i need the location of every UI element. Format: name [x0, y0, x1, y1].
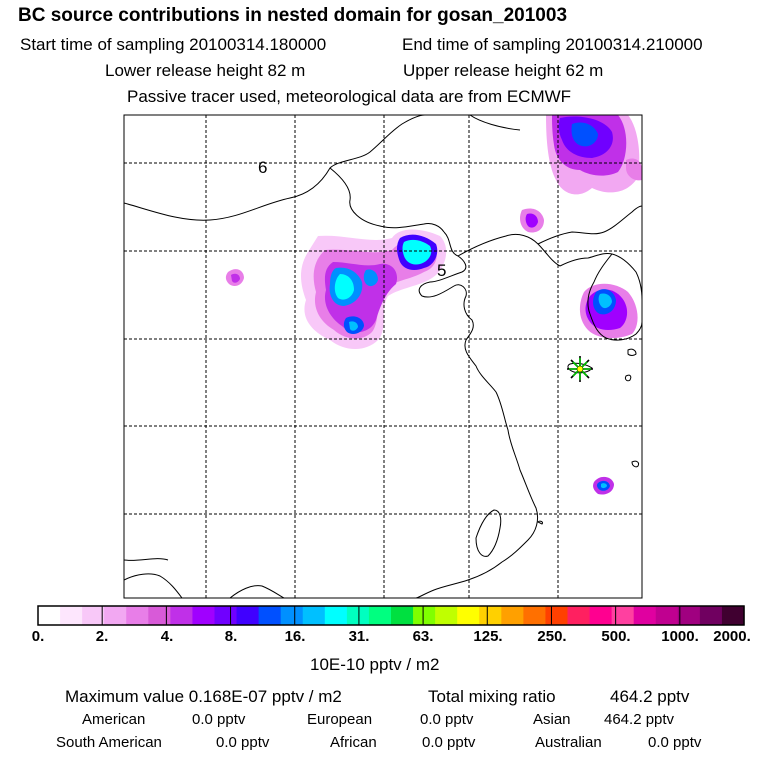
colorbar-swatch — [655, 606, 679, 625]
colorbar-swatch — [192, 606, 216, 625]
region-value: 464.2 pptv — [604, 711, 675, 728]
end-time-label: End time of sampling 20100314.210000 — [402, 35, 703, 54]
region-name: Australian — [535, 734, 602, 751]
region-name: American — [82, 711, 146, 728]
colorbar-swatch — [457, 606, 480, 625]
colorbar-swatch — [523, 606, 547, 625]
upper-release-height: Upper release height 62 m — [403, 61, 604, 80]
colorbar-swatch — [721, 606, 745, 625]
colorbar-swatch — [479, 606, 502, 625]
region-name: Asian — [533, 711, 571, 728]
colorbar-swatch — [677, 606, 701, 625]
colorbar-swatch — [391, 606, 414, 625]
colorbar-swatch — [501, 606, 524, 625]
tick-label: 250. — [537, 628, 567, 645]
region-value: 0.0 pptv — [648, 734, 702, 751]
colorbar-swatch — [170, 606, 194, 625]
colorbar-swatch — [258, 606, 282, 625]
colorbar-swatch — [60, 606, 83, 625]
start-time-label: Start time of sampling 20100314.180000 — [20, 35, 327, 54]
colorbar-unit-label: 10E-10 pptv / m2 — [310, 655, 440, 674]
tick-label: 2000. — [713, 628, 751, 645]
colorbar-swatch — [82, 606, 105, 625]
tick-label: 8. — [224, 628, 238, 645]
lat-lon-grid — [124, 115, 642, 598]
maximum-value: Maximum value 0.168E-07 pptv / m2 — [65, 687, 342, 706]
tick-label: 2. — [95, 628, 109, 645]
colorbar-swatch — [280, 606, 304, 625]
region-value: 0.0 pptv — [192, 711, 246, 728]
total-mixing-ratio-value: 464.2 pptv — [610, 687, 690, 706]
colorbar-swatch — [38, 606, 61, 625]
colorbar-swatch — [302, 606, 326, 625]
colorbar-swatch — [126, 606, 149, 625]
colorbar-swatch — [236, 606, 260, 625]
region-name: European — [307, 711, 373, 728]
day-label-5: 5 — [437, 261, 446, 280]
region-value: 0.0 pptv — [420, 711, 474, 728]
tick-label: 16. — [284, 628, 306, 645]
colorbar-swatch — [611, 606, 635, 625]
colorbar-swatch — [324, 606, 348, 625]
total-mixing-ratio-label: Total mixing ratio — [428, 687, 556, 706]
region-name: South American — [56, 734, 162, 751]
tick-label: 31. — [348, 628, 370, 645]
lower-release-height: Lower release height 82 m — [105, 61, 306, 80]
source-contribution-plume — [225, 115, 642, 495]
tick-label: 4. — [160, 628, 174, 645]
region-value: 0.0 pptv — [216, 734, 270, 751]
colorbar-swatch — [633, 606, 657, 625]
colorbar — [38, 606, 745, 625]
receptor-star-icon — [567, 356, 593, 382]
tick-label: 63. — [412, 628, 434, 645]
map-frame — [123, 114, 643, 599]
colorbar-swatch — [435, 606, 458, 625]
day-label-6: 6 — [258, 158, 267, 177]
region-name: African — [330, 734, 377, 751]
colorbar-swatch — [368, 606, 392, 625]
colorbar-frame — [37, 605, 745, 626]
tick-label: 500. — [601, 628, 631, 645]
region-value: 0.0 pptv — [422, 734, 476, 751]
colorbar-swatch — [699, 606, 723, 625]
tracer-note: Passive tracer used, meteorological data… — [127, 87, 572, 106]
tick-label: 1000. — [661, 628, 699, 645]
colorbar-swatch — [346, 606, 370, 625]
coastlines — [124, 115, 642, 598]
colorbar-swatch — [104, 606, 127, 625]
colorbar-swatch — [148, 606, 171, 625]
colorbar-swatch — [214, 606, 238, 625]
plot-title: BC source contributions in nested domain… — [18, 5, 568, 26]
tick-label: 125. — [473, 628, 503, 645]
tick-label: 0. — [31, 628, 45, 645]
colorbar-swatch — [589, 606, 613, 625]
colorbar-swatch — [567, 606, 591, 625]
colorbar-swatch — [545, 606, 569, 625]
colorbar-swatch — [413, 606, 436, 625]
